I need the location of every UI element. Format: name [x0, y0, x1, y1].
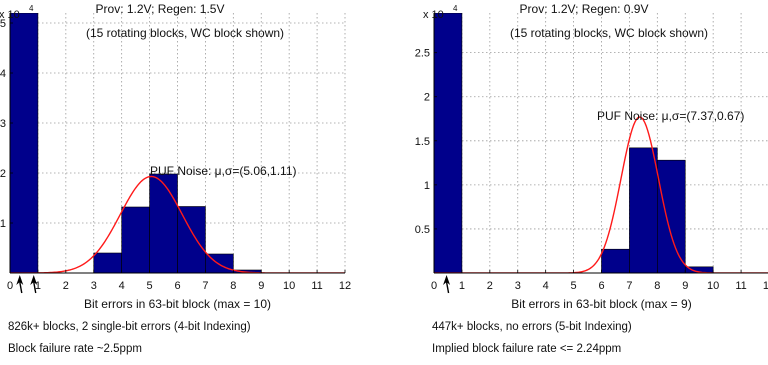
x-tick-label: 10 — [283, 280, 295, 292]
x-tick-label: 0 — [7, 280, 13, 292]
x-tick-label: 11 — [735, 280, 746, 292]
x-tick-label: 12 — [763, 280, 768, 292]
y-tick-label: 3 — [0, 118, 6, 130]
y-multiplier-label: x 10 — [423, 9, 444, 21]
x-tick-label: 6 — [174, 280, 180, 292]
x-tick-label: 0 — [431, 280, 437, 292]
x-tick-label: 1 — [35, 280, 41, 292]
fit-curve — [434, 116, 768, 273]
pointer-arrow-icon — [16, 275, 24, 285]
x-tick-label: 2 — [63, 280, 69, 292]
y-tick-label: 2 — [0, 168, 6, 180]
y-tick-label: 1 — [424, 180, 430, 192]
bar — [177, 206, 206, 273]
bar — [657, 159, 686, 273]
bar-series — [434, 13, 714, 273]
fit-label: PUF Noise: μ,σ=(7.37,0.67) — [597, 109, 744, 123]
pointer-arrow-tail — [445, 281, 450, 294]
x-tick-label: 3 — [515, 280, 521, 292]
x-tick-label: 2 — [487, 280, 493, 292]
chart-title: Prov: 1.2V; Regen: 1.5V — [96, 2, 225, 16]
x-axis-label: Bit errors in 63-bit block (max = 9) — [511, 297, 691, 311]
x-tick-label: 8 — [654, 280, 660, 292]
x-tick-label: 7 — [626, 280, 632, 292]
y-tick-label: 5 — [0, 18, 6, 30]
x-tick-label: 4 — [119, 280, 125, 292]
left-note-2: Block failure rate ~2.5ppm — [8, 343, 142, 355]
bar — [93, 252, 122, 273]
bar — [629, 147, 658, 273]
pointer-arrow-tail — [33, 281, 37, 294]
pointer-arrow-tail — [19, 281, 23, 294]
pointer-arrow-icon — [30, 275, 38, 285]
right-note-1: 447k+ blocks, no errors (5-bit Indexing) — [432, 321, 632, 333]
x-tick-label: 11 — [311, 280, 322, 292]
x-tick-label: 9 — [682, 280, 688, 292]
y-tick-label: 1 — [0, 218, 6, 230]
bar — [10, 13, 39, 273]
fit-label: PUF Noise: μ,σ=(5.06,1.11) — [150, 164, 297, 178]
x-tick-label: 3 — [91, 280, 97, 292]
x-tick-label: 4 — [543, 280, 549, 292]
x-tick-label: 5 — [147, 280, 153, 292]
right-note-2: Implied block failure rate <= 2.24ppm — [432, 343, 622, 355]
left-note-1: 826k+ blocks, 2 single-bit errors (4-bit… — [8, 321, 251, 333]
bar — [149, 173, 178, 273]
y-tick-label: 2 — [424, 92, 430, 104]
y-tick-label: 0.5 — [415, 224, 430, 236]
bar-series — [10, 13, 262, 273]
x-tick-label: 9 — [258, 280, 264, 292]
y-multiplier-exponent: 4 — [453, 4, 458, 13]
y-tick-label: 2.5 — [415, 48, 430, 60]
x-tick-label: 1 — [459, 280, 465, 292]
bar — [121, 206, 150, 273]
x-tick-label: 6 — [598, 280, 604, 292]
x-tick-label: 8 — [230, 280, 236, 292]
y-multiplier-exponent: 4 — [29, 4, 34, 13]
y-multiplier-label: x 10 — [0, 9, 20, 21]
x-tick-label: 5 — [571, 280, 577, 292]
x-tick-label: 12 — [339, 280, 351, 292]
bar — [601, 248, 630, 273]
x-tick-label: 7 — [202, 280, 208, 292]
bar — [434, 13, 463, 273]
y-tick-label: 4 — [0, 68, 6, 80]
x-axis-label: Bit errors in 63-bit block (max = 10) — [84, 297, 271, 311]
chart-subtitle: (15 rotating blocks, WC block shown) — [86, 26, 284, 40]
chart-title: Prov: 1.2V; Regen: 0.9V — [520, 2, 649, 16]
chart-subtitle: (15 rotating blocks, WC block shown) — [510, 26, 708, 40]
y-tick-label: 1.5 — [415, 136, 430, 148]
pointer-arrow-icon — [443, 275, 451, 285]
x-tick-label: 10 — [707, 280, 719, 292]
